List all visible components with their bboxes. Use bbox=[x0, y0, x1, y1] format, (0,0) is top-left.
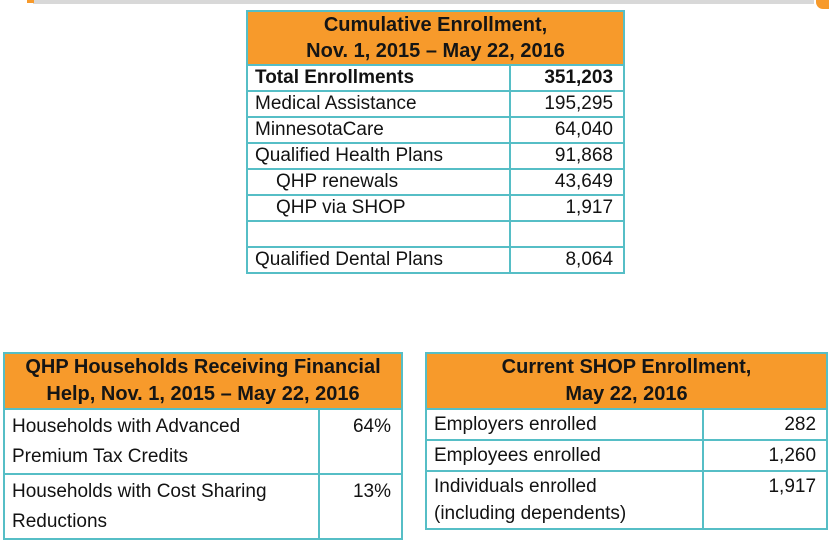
table-row-empty bbox=[246, 220, 626, 248]
title-line-1: Current SHOP Enrollment, bbox=[501, 356, 752, 378]
title-line-2: Help, Nov. 1, 2015 – May 22, 2016 bbox=[46, 383, 360, 405]
label-line-1: Households with Advanced bbox=[12, 416, 241, 437]
label-line-2: Reductions bbox=[12, 511, 108, 532]
table-row: QHP renewals 43,649 bbox=[246, 168, 626, 196]
row-value: 282 bbox=[701, 408, 829, 441]
financial-help-table-title: QHP Households Receiving Financial Help,… bbox=[3, 352, 403, 410]
table-row: Qualified Dental Plans 8,064 bbox=[246, 246, 626, 274]
row-value: 43,649 bbox=[508, 168, 626, 196]
table-row: Households with Cost Sharing Reductions … bbox=[3, 473, 403, 540]
table-row: QHP via SHOP 1,917 bbox=[246, 194, 626, 222]
shop-table-title: Current SHOP Enrollment, May 22, 2016 bbox=[424, 352, 829, 410]
label-line-2: (including dependents) bbox=[434, 503, 627, 524]
table-row: Total Enrollments 351,203 bbox=[246, 64, 626, 92]
title-line-1: QHP Households Receiving Financial bbox=[25, 356, 381, 378]
row-label: Households with Advanced Premium Tax Cre… bbox=[3, 408, 320, 475]
row-value: 91,868 bbox=[508, 142, 626, 170]
row-label: QHP via SHOP bbox=[246, 194, 511, 222]
financial-help-table: QHP Households Receiving Financial Help,… bbox=[3, 352, 403, 540]
row-label: QHP renewals bbox=[246, 168, 511, 196]
table-row: Employers enrolled 282 bbox=[425, 408, 829, 441]
label-line-2: Premium Tax Credits bbox=[12, 446, 188, 467]
cumulative-enrollment-table: Cumulative Enrollment, Nov. 1, 2015 – Ma… bbox=[245, 10, 626, 274]
table-header-row: QHP Households Receiving Financial Help,… bbox=[3, 352, 403, 410]
top-edge-strip bbox=[33, 0, 814, 4]
row-value: 1,917 bbox=[508, 194, 626, 222]
row-value: 351,203 bbox=[508, 64, 626, 92]
table-row: Medical Assistance 195,295 bbox=[246, 90, 626, 118]
row-value: 1,917 bbox=[701, 470, 829, 530]
shop-enrollment-table: Current SHOP Enrollment, May 22, 2016 Em… bbox=[424, 352, 829, 530]
top-left-orange-mark bbox=[27, 0, 34, 3]
row-value: 64% bbox=[318, 408, 403, 475]
row-value: 8,064 bbox=[508, 246, 626, 274]
label-line-1: Households with Cost Sharing bbox=[12, 481, 267, 502]
row-label: Households with Cost Sharing Reductions bbox=[3, 473, 320, 540]
title-line-1: Cumulative Enrollment, bbox=[323, 14, 548, 36]
cumulative-table-title: Cumulative Enrollment, Nov. 1, 2015 – Ma… bbox=[245, 10, 626, 66]
table-header-row: Cumulative Enrollment, Nov. 1, 2015 – Ma… bbox=[245, 10, 626, 66]
table-header-row: Current SHOP Enrollment, May 22, 2016 bbox=[424, 352, 829, 410]
table-row: Qualified Health Plans 91,868 bbox=[246, 142, 626, 170]
row-label bbox=[246, 220, 511, 248]
row-value: 1,260 bbox=[701, 439, 829, 472]
table-row: Employees enrolled 1,260 bbox=[425, 439, 829, 472]
row-label: Qualified Dental Plans bbox=[246, 246, 511, 274]
row-label: MinnesotaCare bbox=[246, 116, 511, 144]
row-value bbox=[508, 220, 626, 248]
row-label: Total Enrollments bbox=[246, 64, 511, 92]
row-value: 64,040 bbox=[508, 116, 626, 144]
table-row: Households with Advanced Premium Tax Cre… bbox=[3, 408, 403, 475]
label-line-1: Individuals enrolled bbox=[434, 476, 597, 497]
row-label: Employees enrolled bbox=[425, 439, 704, 472]
title-line-2: Nov. 1, 2015 – May 22, 2016 bbox=[306, 40, 565, 62]
row-label: Qualified Health Plans bbox=[246, 142, 511, 170]
row-value: 195,295 bbox=[508, 90, 626, 118]
table-row: Individuals enrolled (including dependen… bbox=[425, 470, 829, 530]
row-value: 13% bbox=[318, 473, 403, 540]
table-row: MinnesotaCare 64,040 bbox=[246, 116, 626, 144]
row-label: Employers enrolled bbox=[425, 408, 704, 441]
row-label: Individuals enrolled (including dependen… bbox=[425, 470, 704, 530]
title-line-2: May 22, 2016 bbox=[565, 383, 688, 405]
top-right-orange-mark bbox=[816, 0, 829, 9]
row-label: Medical Assistance bbox=[246, 90, 511, 118]
